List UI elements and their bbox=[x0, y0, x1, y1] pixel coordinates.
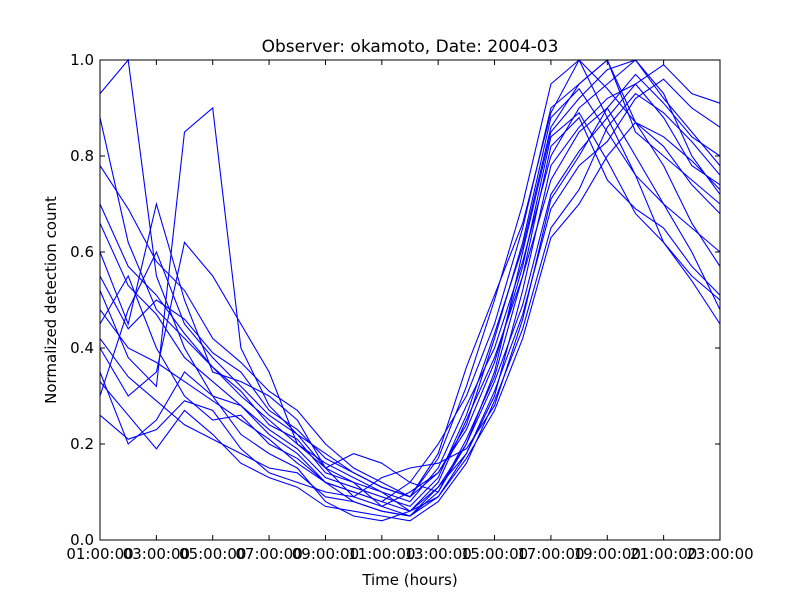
y-axis: 0.0 0.2 0.4 0.6 0.8 1.0 bbox=[70, 51, 720, 549]
x-tick-label-2: 03:00:00 bbox=[123, 545, 190, 563]
x-tick-label-5: 09:00:00 bbox=[292, 545, 359, 563]
series-line-6 bbox=[99, 87, 721, 507]
series-lines bbox=[99, 58, 721, 522]
x-tick-label-4: 07:00:00 bbox=[235, 545, 302, 563]
series-line-13 bbox=[99, 111, 721, 498]
x-axis-label: Time (hours) bbox=[361, 571, 457, 589]
x-tick-label-10: 19:00:00 bbox=[574, 545, 641, 563]
y-tick-label-6: 1.0 bbox=[70, 51, 94, 69]
x-tick-label-8: 15:00:00 bbox=[461, 545, 528, 563]
series-line-10 bbox=[99, 59, 721, 508]
x-tick-label-7: 13:00:00 bbox=[404, 545, 471, 563]
series-line-11 bbox=[99, 59, 721, 498]
series-line-9 bbox=[99, 73, 721, 498]
y-tick-label-5: 0.8 bbox=[70, 147, 94, 165]
y-tick-label-3: 0.4 bbox=[70, 339, 94, 357]
x-tick-label-6: 11:00:00 bbox=[348, 545, 415, 563]
y-tick-label-1: 0.0 bbox=[70, 531, 94, 549]
x-tick-label-12: 23:00:00 bbox=[686, 545, 753, 563]
x-tick-label-11: 21:00:00 bbox=[630, 545, 697, 563]
x-tick-label-1: 01:00:00 bbox=[66, 545, 133, 563]
x-tick-label-9: 17:00:00 bbox=[517, 545, 584, 563]
series-line-12 bbox=[99, 78, 721, 512]
x-axis: 01:00:0003:00:0005:00:0007:00:0009:00:00… bbox=[66, 60, 754, 563]
y-axis-label: Normalized detection count bbox=[42, 196, 60, 404]
series-line-8 bbox=[99, 116, 721, 493]
y-tick-label-2: 0.2 bbox=[70, 435, 94, 453]
series-line-2 bbox=[99, 59, 721, 503]
plot-frame bbox=[99, 59, 721, 541]
series-line-15 bbox=[99, 92, 721, 522]
y-tick-label-4: 0.6 bbox=[70, 243, 94, 261]
series-line-7 bbox=[99, 83, 721, 522]
series-line-3 bbox=[99, 107, 721, 512]
series-line-4 bbox=[99, 59, 721, 498]
x-tick-label-3: 05:00:00 bbox=[179, 545, 246, 563]
chart-title: Observer: okamoto, Date: 2004-03 bbox=[262, 37, 559, 57]
series-line-16 bbox=[99, 121, 721, 517]
series-line-5 bbox=[99, 59, 721, 517]
series-line-1 bbox=[99, 58, 721, 503]
